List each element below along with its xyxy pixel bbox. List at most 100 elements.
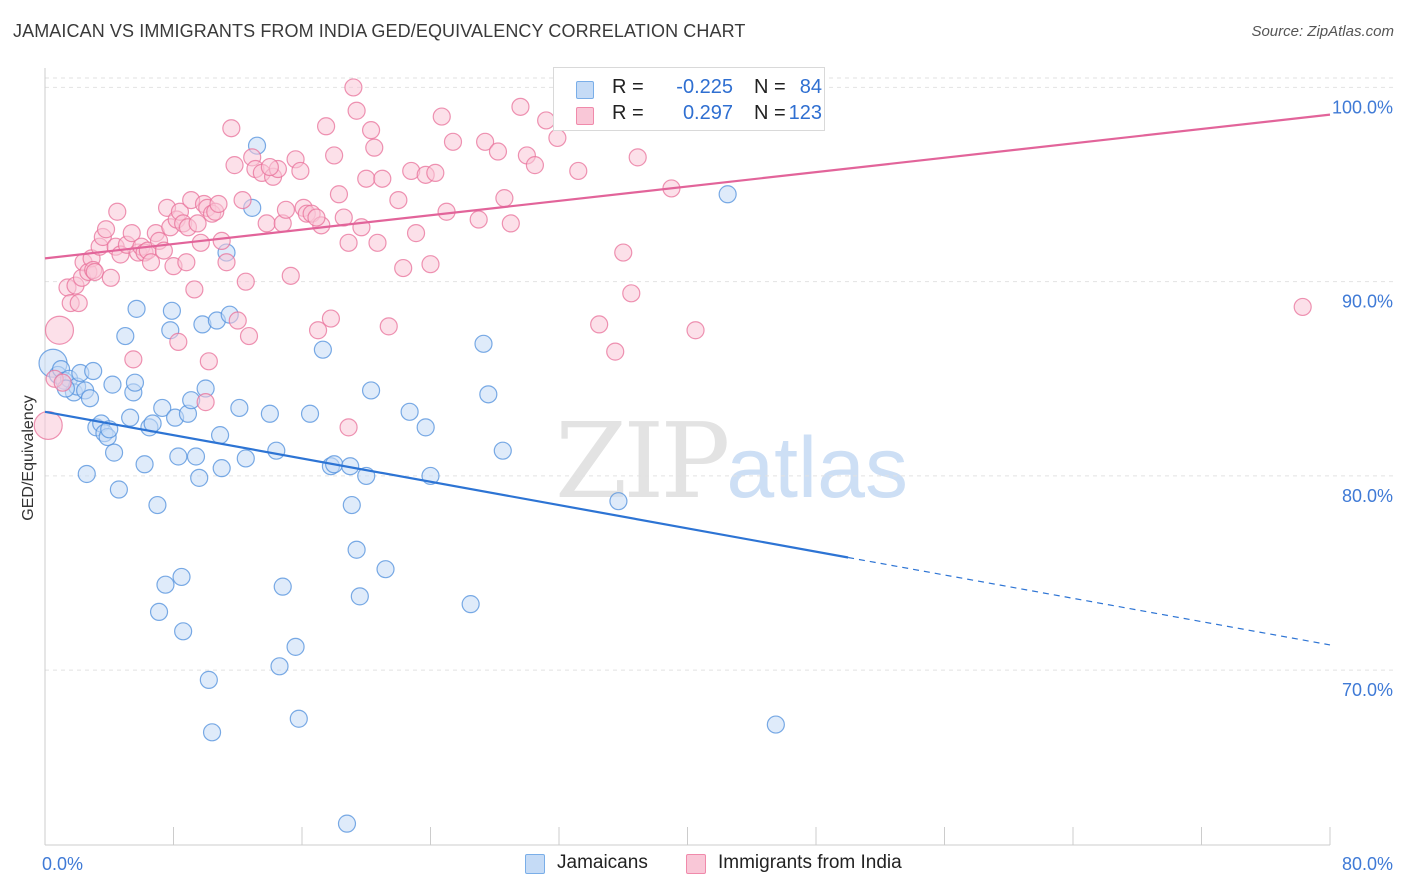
data-point [217,253,236,272]
r-label: R = [612,76,644,98]
data-point [108,202,127,221]
data-point [686,321,705,340]
data-point [389,190,408,210]
data-point [153,398,172,418]
data-point [104,443,124,462]
data-point [493,441,512,460]
data-point [174,622,193,641]
source-attribution: Source: ZipAtlas.com [1251,23,1394,40]
y-tick-label: 80.0% [1342,486,1393,506]
data-point [569,161,588,181]
data-point [622,284,641,303]
data-point [190,468,209,487]
x-tick-label: 0.0% [42,854,83,874]
data-point [501,214,520,233]
data-point [109,480,128,499]
data-point [525,156,545,175]
data-point [239,326,259,346]
data-point [177,253,196,272]
y-tick-label: 90.0% [1342,292,1393,312]
data-point [225,156,244,175]
data-point [209,194,228,214]
data-point [339,418,358,437]
n-value: 123 [788,102,822,124]
data-point [300,404,320,423]
data-point [347,540,366,559]
data-point [191,233,210,252]
data-point [474,334,493,353]
data-point [172,567,191,587]
data-point [267,441,286,460]
legend-swatch-immigrants-from-india [686,854,706,874]
tick-labels: 70.0% 80.0% 90.0% 100.0% 0.0% 80.0% GED/Equiva… [20,97,1393,874]
data-point [432,107,451,126]
y-axis-label: GED/Equivalency [20,395,37,520]
data-point [628,148,647,167]
trend-line-immigrants-from-india [44,113,1331,260]
data-point [210,426,230,445]
data-point [373,169,392,188]
data-point [273,577,292,596]
data-point [212,459,231,478]
data-point [212,231,231,250]
data-point [313,340,332,359]
data-point [141,253,161,272]
y-tick-label: 100.0% [1332,97,1393,117]
data-point [270,657,289,676]
data-point [101,268,120,287]
data-point [337,814,357,833]
data-point [127,299,146,318]
n-label: N = [754,102,786,124]
data-point [69,293,88,313]
data-point [344,78,363,97]
data-point [307,208,326,227]
data-point [511,97,530,116]
data-point [169,447,188,466]
data-point [199,670,218,689]
data-point [185,280,204,299]
data-point [609,492,628,511]
data-point [96,220,116,239]
data-point [614,243,633,262]
data-point [329,185,349,204]
data-point [196,393,215,412]
trend-lines [44,113,1331,646]
data-point [368,233,387,252]
data-point [426,163,445,182]
data-point [186,447,206,466]
data-point [606,342,625,361]
data-point [80,389,100,408]
data-point [334,208,353,227]
data-point [44,315,75,345]
data-point [361,121,381,140]
data-point [495,189,514,208]
data-point [443,132,463,151]
data-point [406,224,426,243]
data-point [379,317,398,336]
r-label: R = [612,102,644,124]
data-point [476,132,495,151]
data-point [103,375,122,394]
data-point [124,350,143,369]
data-point [590,315,609,334]
watermark-zip: ZIP [555,400,730,522]
data-point [479,385,498,404]
data-point [148,495,167,515]
data-point [116,326,135,346]
data-point [236,272,255,291]
legend-label-immigrants-from-india: Immigrants from India [718,852,902,873]
data-point [156,575,175,594]
data-point [257,214,276,233]
data-point [121,408,140,427]
data-point [276,200,296,219]
data-point [291,161,310,181]
data-point [339,233,358,252]
correlation-stats-box: R = -0.225 N = 84 R = 0.297 N = 123 [553,67,825,131]
stats-swatch-immigrants-from-india [576,107,594,125]
data-point [228,311,247,330]
data-point [361,381,381,400]
data-point [342,495,361,515]
zipatlas-watermark: ZIPatlas [555,400,908,522]
series-jamaicans [38,136,785,833]
